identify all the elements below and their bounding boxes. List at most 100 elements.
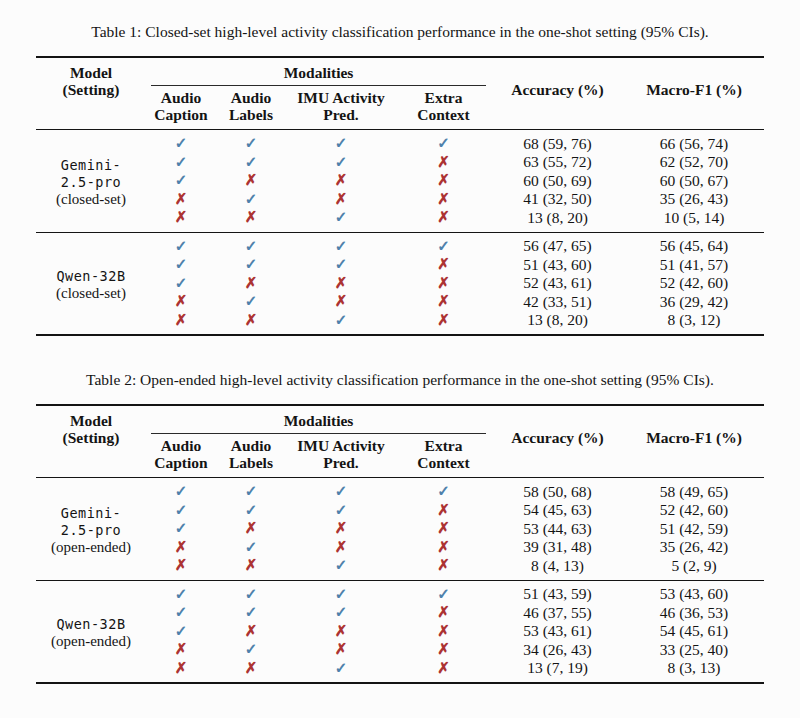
table-row: ✓✓✓✗54 (45, 63)52 (42, 60) xyxy=(36,501,764,520)
table-row: Qwen-32B(closed-set)✓✓✓✓56 (47, 65)56 (4… xyxy=(36,232,764,255)
cross-icon: ✗ xyxy=(175,312,188,328)
audio-caption-cell: ✗ xyxy=(146,292,216,311)
cross-icon: ✗ xyxy=(437,660,450,676)
cross-icon: ✗ xyxy=(335,641,348,657)
extra-context-cell: ✗ xyxy=(396,208,491,232)
check-icon: ✓ xyxy=(335,557,348,573)
macro-f1-value: 62 (52, 70) xyxy=(624,153,764,172)
check-icon: ✓ xyxy=(245,191,258,207)
model-name-line: Gemini- xyxy=(36,157,146,174)
audio-labels-cell: ✗ xyxy=(216,519,286,538)
accuracy-value: 54 (45, 63) xyxy=(491,501,624,520)
setting-line: (open-ended) xyxy=(36,539,146,556)
check-icon: ✓ xyxy=(245,604,258,620)
audio-labels-cell: ✓ xyxy=(216,640,286,659)
check-icon: ✓ xyxy=(245,586,258,602)
audio-labels-cell: ✗ xyxy=(216,208,286,232)
accuracy-value: 53 (43, 61) xyxy=(491,622,624,641)
model-setting-header-line: (Setting) xyxy=(36,81,146,98)
cross-icon: ✗ xyxy=(245,275,258,291)
audio-caption-header: AudioCaption xyxy=(146,434,216,478)
accuracy-header: Accuracy (%) xyxy=(491,57,624,130)
table-row: ✓✗✗✗52 (43, 61)52 (42, 60) xyxy=(36,274,764,293)
model-setting-header-line: Model xyxy=(36,64,146,81)
extra-context-cell: ✗ xyxy=(396,603,491,622)
audio-caption-header: AudioCaption xyxy=(146,86,216,130)
accuracy-value: 39 (31, 48) xyxy=(491,538,624,557)
imu-activity-pred-header: IMU ActivityPred. xyxy=(286,434,396,478)
macro-f1-value: 52 (42, 60) xyxy=(624,274,764,293)
check-icon: ✓ xyxy=(245,293,258,309)
imu-activity-pred-cell: ✓ xyxy=(286,232,396,255)
imu-activity-pred-cell: ✓ xyxy=(286,580,396,603)
check-icon: ✓ xyxy=(175,256,188,272)
extra-context-cell: ✗ xyxy=(396,640,491,659)
cross-icon: ✗ xyxy=(335,520,348,536)
audio-caption-cell: ✓ xyxy=(146,153,216,172)
audio-caption-cell: ✓ xyxy=(146,603,216,622)
cross-icon: ✗ xyxy=(245,209,258,225)
table-row: ✓✗✗✗53 (44, 63)51 (42, 59) xyxy=(36,519,764,538)
accuracy-value: 8 (4, 13) xyxy=(491,556,624,580)
model-name-line: 2.5-pro xyxy=(36,174,146,191)
imu-activity-pred-cell: ✓ xyxy=(286,501,396,520)
audio-labels-cell: ✓ xyxy=(216,190,286,209)
macro-f1-value: 58 (49, 65) xyxy=(624,478,764,501)
audio-caption-cell: ✓ xyxy=(146,255,216,274)
table-row: ✗✓✗✗41 (32, 50)35 (26, 43) xyxy=(36,190,764,209)
cross-icon: ✗ xyxy=(245,172,258,188)
extra-context-cell: ✗ xyxy=(396,519,491,538)
accuracy-value: 58 (50, 68) xyxy=(491,478,624,501)
accuracy-value: 68 (59, 76) xyxy=(491,130,624,153)
cross-icon: ✗ xyxy=(437,502,450,518)
imu-activity-pred-cell: ✓ xyxy=(286,659,396,684)
check-icon: ✓ xyxy=(245,483,258,499)
accuracy-value: 51 (43, 59) xyxy=(491,580,624,603)
model-setting-header: Model(Setting) xyxy=(36,405,146,478)
audio-labels-cell: ✗ xyxy=(216,556,286,580)
table-2: Model(Setting)ModalitiesAccuracy (%)Macr… xyxy=(36,404,764,684)
check-icon: ✓ xyxy=(245,238,258,254)
macro-f1-value: 51 (42, 59) xyxy=(624,519,764,538)
extra-context-cell: ✗ xyxy=(396,311,491,336)
check-icon: ✓ xyxy=(335,483,348,499)
macro-f1-value: 5 (2, 9) xyxy=(624,556,764,580)
audio-labels-cell: ✓ xyxy=(216,538,286,557)
imu-activity-pred-cell: ✓ xyxy=(286,255,396,274)
check-icon: ✓ xyxy=(335,209,348,225)
extra-context-header-line: Extra xyxy=(396,89,491,106)
accuracy-value: 13 (8, 20) xyxy=(491,311,624,336)
table-row: ✗✓✗✗34 (26, 43)33 (25, 40) xyxy=(36,640,764,659)
check-icon: ✓ xyxy=(437,483,450,499)
extra-context-cell: ✗ xyxy=(396,292,491,311)
check-icon: ✓ xyxy=(245,256,258,272)
check-icon: ✓ xyxy=(245,539,258,555)
imu-activity-pred-header-line: Pred. xyxy=(286,454,396,471)
accuracy-value: 42 (33, 51) xyxy=(491,292,624,311)
check-icon: ✓ xyxy=(175,275,188,291)
model-setting-cell: Gemini-2.5-pro(open-ended) xyxy=(36,478,146,581)
imu-activity-pred-header-line: IMU Activity xyxy=(286,89,396,106)
audio-caption-cell: ✓ xyxy=(146,478,216,501)
cross-icon: ✗ xyxy=(437,293,450,309)
audio-labels-cell: ✓ xyxy=(216,153,286,172)
imu-activity-pred-header-line: IMU Activity xyxy=(286,437,396,454)
audio-labels-header: AudioLabels xyxy=(216,434,286,478)
check-icon: ✓ xyxy=(245,154,258,170)
audio-caption-header-line: Audio xyxy=(146,437,216,454)
audio-caption-cell: ✓ xyxy=(146,232,216,255)
check-icon: ✓ xyxy=(335,660,348,676)
accuracy-value: 56 (47, 65) xyxy=(491,232,624,255)
macro-f1-value: 66 (56, 74) xyxy=(624,130,764,153)
model-setting-header-line: Model xyxy=(36,412,146,429)
imu-activity-pred-cell: ✗ xyxy=(286,519,396,538)
audio-caption-header-line: Caption xyxy=(146,106,216,123)
cross-icon: ✗ xyxy=(245,623,258,639)
check-icon: ✓ xyxy=(335,586,348,602)
header-row-1: Model(Setting)ModalitiesAccuracy (%)Macr… xyxy=(36,57,764,86)
extra-context-cell: ✗ xyxy=(396,153,491,172)
cross-icon: ✗ xyxy=(437,539,450,555)
macro-f1-value: 8 (3, 12) xyxy=(624,311,764,336)
cross-icon: ✗ xyxy=(437,604,450,620)
model-name-line: 2.5-pro xyxy=(36,522,146,539)
